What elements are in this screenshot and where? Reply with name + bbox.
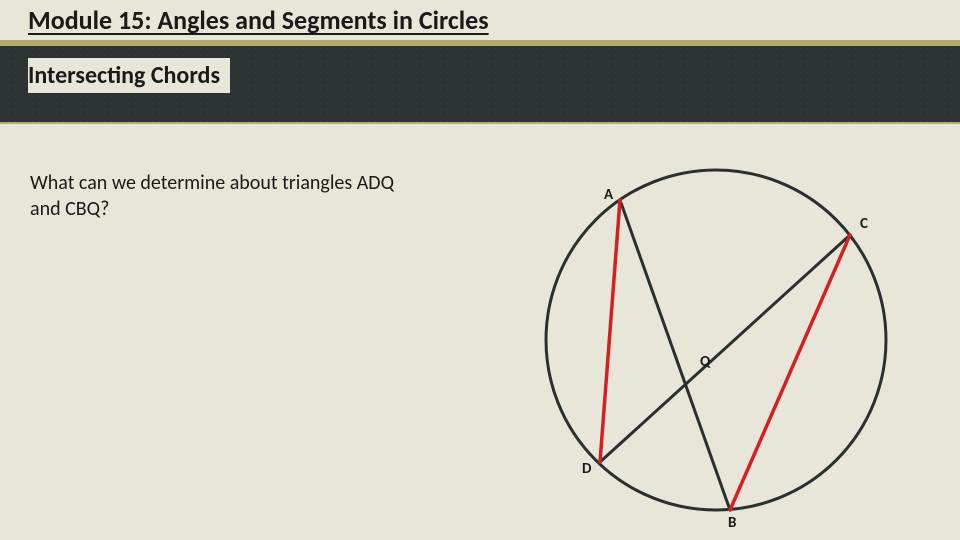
- circle-diagram: A C D B Q: [480, 140, 940, 540]
- point-label-d: D: [582, 460, 591, 478]
- point-label-c: C: [860, 215, 868, 233]
- module-title: Module 15: Angles and Segments in Circle…: [28, 4, 489, 36]
- point-label-b: B: [728, 514, 736, 532]
- point-label-q: Q: [700, 353, 710, 371]
- slide-subtitle: Intersecting Chords: [28, 58, 230, 93]
- point-label-a: A: [604, 186, 613, 204]
- slide-question: What can we determine about triangles AD…: [30, 170, 420, 222]
